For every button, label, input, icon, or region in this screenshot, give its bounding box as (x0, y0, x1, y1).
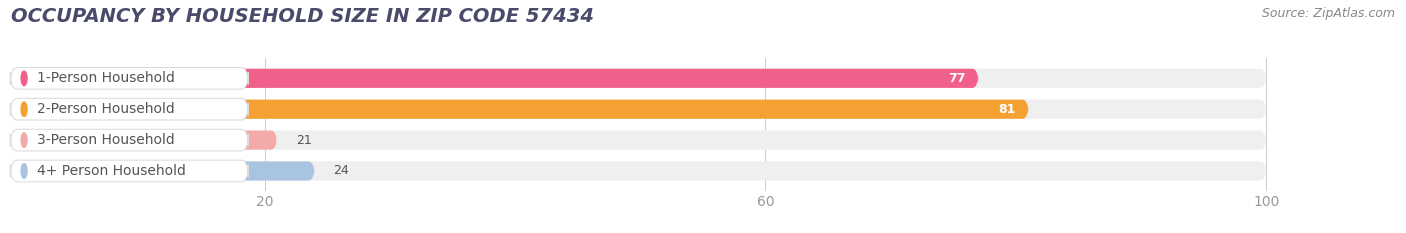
FancyBboxPatch shape (14, 130, 277, 150)
Text: 77: 77 (949, 72, 966, 85)
Text: 21: 21 (295, 134, 312, 147)
Circle shape (21, 164, 27, 178)
Text: 2-Person Household: 2-Person Household (37, 102, 174, 116)
Text: OCCUPANCY BY HOUSEHOLD SIZE IN ZIP CODE 57434: OCCUPANCY BY HOUSEHOLD SIZE IN ZIP CODE … (11, 7, 595, 26)
Text: 24: 24 (333, 164, 349, 178)
FancyBboxPatch shape (14, 100, 1267, 119)
FancyBboxPatch shape (14, 161, 1267, 181)
Text: 1-Person Household: 1-Person Household (37, 71, 174, 85)
Circle shape (21, 71, 27, 86)
FancyBboxPatch shape (10, 68, 249, 89)
Text: 81: 81 (998, 103, 1017, 116)
FancyBboxPatch shape (10, 129, 249, 151)
FancyBboxPatch shape (14, 69, 1267, 88)
Text: 3-Person Household: 3-Person Household (37, 133, 174, 147)
FancyBboxPatch shape (14, 161, 315, 181)
FancyBboxPatch shape (14, 69, 979, 88)
Circle shape (21, 133, 27, 147)
Text: 4+ Person Household: 4+ Person Household (37, 164, 186, 178)
FancyBboxPatch shape (14, 130, 1267, 150)
FancyBboxPatch shape (14, 100, 1029, 119)
Circle shape (21, 102, 27, 116)
Text: Source: ZipAtlas.com: Source: ZipAtlas.com (1261, 7, 1395, 20)
FancyBboxPatch shape (10, 98, 249, 120)
FancyBboxPatch shape (10, 160, 249, 182)
